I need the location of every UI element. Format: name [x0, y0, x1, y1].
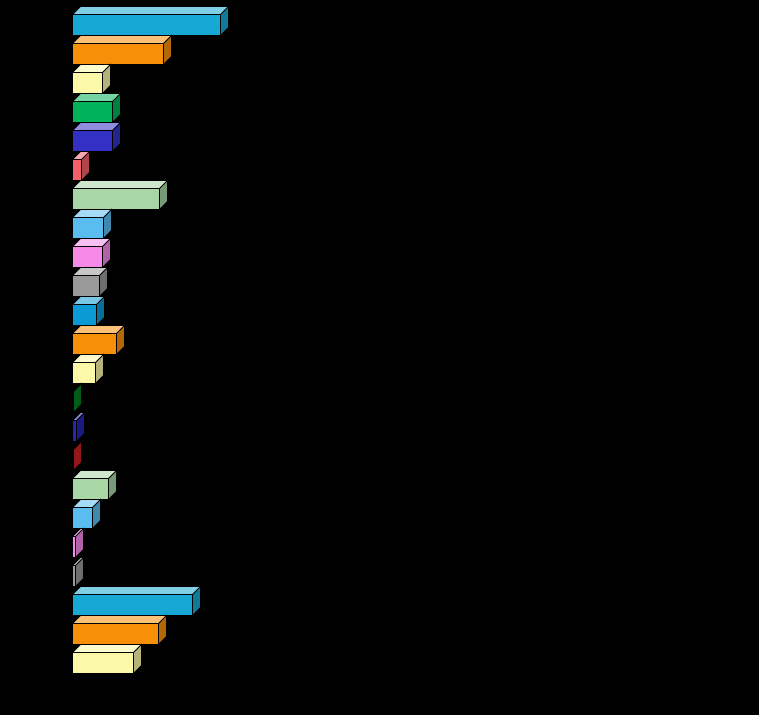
bar-20[interactable]: [71, 556, 85, 588]
bar-7[interactable]: [71, 179, 169, 211]
bar-18[interactable]: [71, 498, 102, 530]
bar-2[interactable]: [71, 34, 173, 66]
bar-4[interactable]: [71, 92, 122, 124]
bar-12[interactable]: [71, 324, 126, 356]
bar-13[interactable]: [71, 353, 105, 385]
bar-21[interactable]: [71, 585, 202, 617]
bar-15[interactable]: [71, 411, 86, 443]
bar-6[interactable]: [71, 150, 91, 182]
bar-8[interactable]: [71, 208, 113, 240]
bar-14[interactable]: [71, 382, 83, 414]
bar-19[interactable]: [71, 527, 85, 559]
bar-3[interactable]: [71, 63, 112, 95]
bar-5[interactable]: [71, 121, 122, 153]
bar-10[interactable]: [71, 266, 109, 298]
bar-22[interactable]: [71, 614, 168, 646]
bar-1[interactable]: [71, 5, 230, 37]
bar-11[interactable]: [71, 295, 106, 327]
bar-17[interactable]: [71, 469, 118, 501]
bar-23[interactable]: [71, 643, 143, 675]
bar-9[interactable]: [71, 237, 112, 269]
bar-16[interactable]: [71, 440, 83, 472]
